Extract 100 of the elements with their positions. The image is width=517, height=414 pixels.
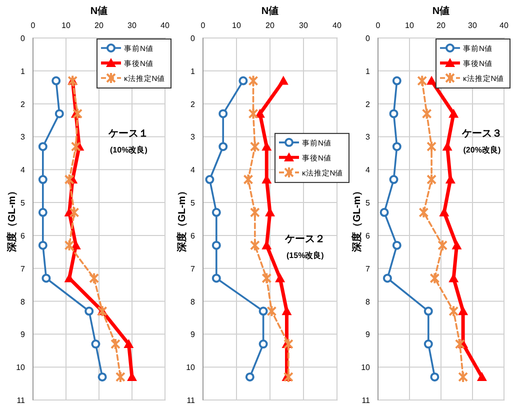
point (218, 109, 228, 118)
x-tick-label: 10 (405, 21, 414, 30)
y-tick-label: 0 (190, 34, 196, 43)
y-tick-label: 6 (190, 231, 196, 240)
point (250, 140, 260, 153)
point (382, 274, 392, 283)
y-tick-label: 7 (20, 264, 26, 274)
y-tick-label: 11 (186, 396, 196, 405)
point (70, 140, 81, 153)
annotation: (20%改良) (463, 144, 501, 155)
point (389, 175, 398, 184)
point (238, 76, 248, 86)
x-tick-label: 40 (160, 21, 170, 30)
point (476, 372, 487, 381)
point (248, 108, 258, 120)
point (392, 240, 402, 250)
point (458, 370, 468, 383)
point (110, 338, 120, 350)
y-tick-label: 2 (20, 100, 26, 109)
point (422, 108, 432, 120)
annotation: ケース２ (284, 234, 326, 246)
y-tick-label: 3 (366, 132, 371, 142)
y-tick-label: 9 (190, 330, 196, 340)
y-tick-label: 1 (20, 66, 26, 76)
point (91, 340, 100, 349)
y-tick-label: 8 (190, 297, 196, 306)
point (417, 74, 428, 87)
point (64, 174, 74, 186)
point (278, 76, 288, 85)
x-tick-label: 20 (266, 21, 275, 30)
point (245, 372, 254, 382)
y-tick-label: 4 (190, 166, 196, 175)
point (262, 142, 272, 151)
point (418, 206, 429, 218)
point (430, 272, 440, 284)
annotation: (15%改良) (286, 250, 324, 260)
point (218, 142, 228, 152)
point (250, 239, 260, 252)
x-tick-label: 10 (232, 21, 242, 30)
x-tick-label: 40 (332, 21, 342, 30)
y-tick-label: 1 (190, 66, 196, 76)
point (212, 208, 221, 217)
x-tick-label: 40 (500, 21, 509, 30)
y-tick-label: 4 (20, 166, 26, 175)
y-tick-label: 10 (16, 363, 26, 372)
annotation: ケース１ (108, 128, 149, 140)
x-axis-title: N値 (90, 5, 108, 17)
point (438, 239, 448, 252)
y-tick-label: 0 (366, 34, 371, 43)
point (458, 306, 468, 316)
point (262, 272, 272, 284)
point (426, 174, 437, 186)
y-tick-label: 8 (366, 297, 371, 306)
point (250, 206, 260, 218)
point (442, 142, 452, 151)
x-tick-label: 30 (128, 21, 137, 30)
point (392, 142, 402, 152)
x-axis-title: N値 (261, 5, 279, 17)
point (380, 208, 389, 217)
y-tick-label: 10 (361, 363, 371, 372)
point (52, 76, 61, 86)
point (424, 306, 433, 316)
point (38, 240, 48, 250)
y-tick-label: 6 (20, 231, 26, 240)
x-tick-label: 20 (94, 21, 104, 30)
point (38, 175, 48, 184)
y-axis-title: 深度（GL-m） (351, 186, 363, 254)
y-tick-label: 7 (366, 264, 371, 274)
y-tick-label: 6 (366, 231, 371, 240)
y-tick-label: 5 (366, 198, 371, 208)
point (424, 340, 433, 349)
point (275, 273, 286, 282)
point (212, 274, 221, 283)
annotation: ケース３ (460, 128, 502, 140)
y-tick-label: 2 (366, 100, 371, 109)
y-axis-title: 深度（GL-m） (176, 186, 188, 254)
x-tick-label: 10 (62, 21, 71, 30)
y-tick-label: 3 (20, 132, 26, 142)
x-tick-label: 30 (468, 21, 478, 30)
y-tick-label: 4 (366, 166, 371, 175)
point (430, 372, 440, 382)
point (258, 340, 268, 349)
point (84, 306, 94, 316)
point (254, 108, 265, 118)
point (448, 305, 459, 318)
y-tick-label: 3 (190, 132, 196, 142)
point (243, 174, 254, 186)
y-tick-label: 5 (20, 198, 26, 208)
point (70, 240, 81, 250)
point (389, 109, 398, 118)
point (205, 175, 214, 184)
point (282, 306, 292, 316)
y-tick-label: 1 (366, 66, 371, 76)
y-tick-label: 2 (190, 100, 196, 109)
point (38, 208, 48, 217)
x-tick-label: 30 (299, 21, 308, 30)
point (454, 338, 465, 350)
point (452, 240, 462, 250)
y-tick-label: 5 (190, 198, 196, 208)
x-tick-label: 0 (200, 21, 206, 30)
